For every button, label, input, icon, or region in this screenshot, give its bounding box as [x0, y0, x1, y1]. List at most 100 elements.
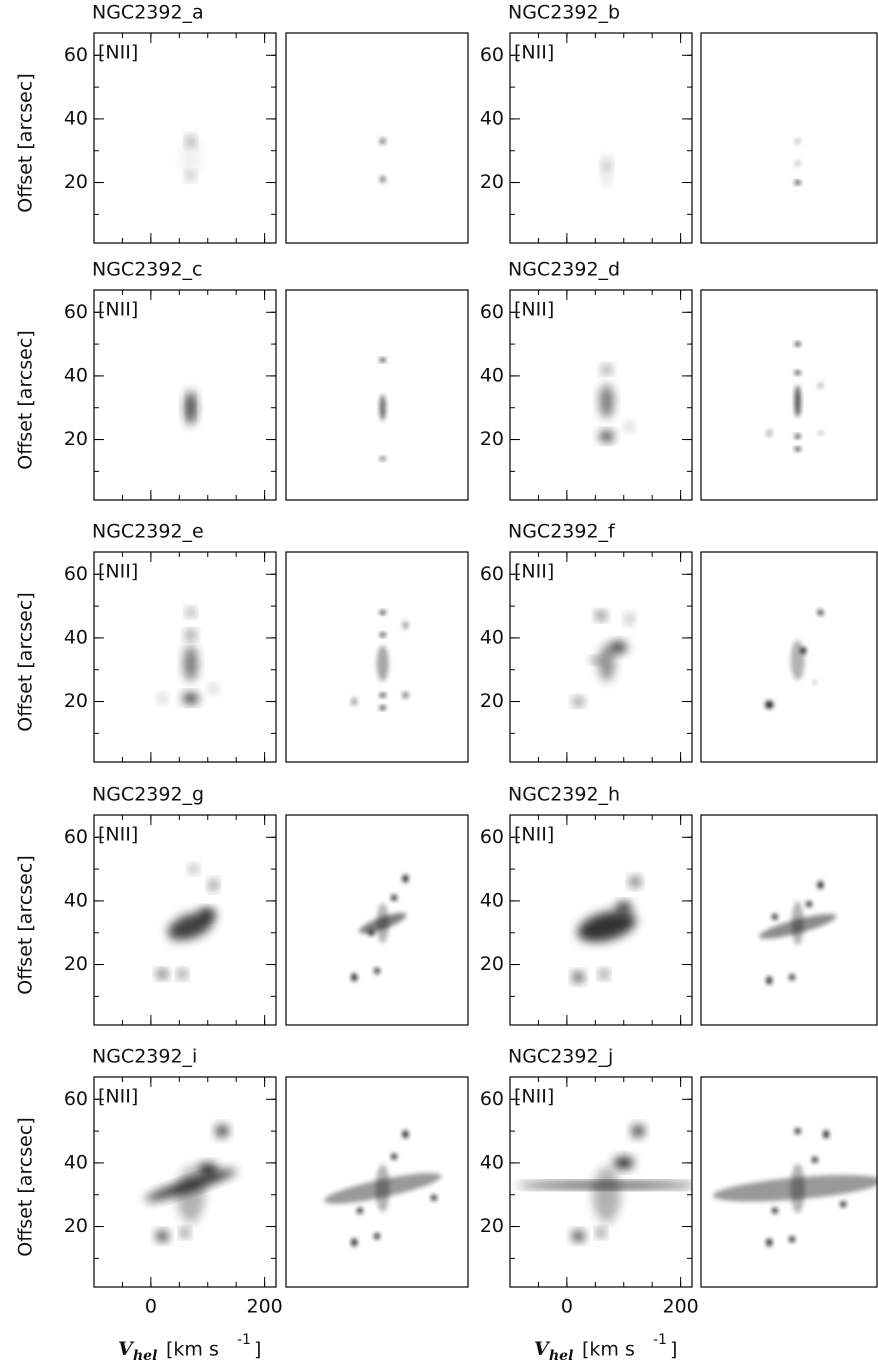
emission-blob [158, 694, 167, 703]
emission-blob [178, 970, 187, 979]
emission-blob [625, 613, 634, 624]
emission-blob [209, 684, 218, 693]
panel-frame [700, 814, 878, 1026]
y-tick-label: 60 [480, 1088, 504, 1110]
emission-blob [590, 657, 601, 664]
x-label-exponent: -1 [237, 1332, 251, 1348]
line-label: [NII] [514, 299, 554, 321]
emission-blob [323, 1173, 442, 1204]
emission-blob [812, 680, 817, 685]
model-emission [766, 342, 824, 452]
emission-blob [156, 1231, 169, 1242]
panel-title: NGC2392_g [92, 784, 204, 806]
observed-panel: [NII] 20 40 60 [480, 32, 693, 244]
emission-blob [577, 910, 636, 942]
model-panel [285, 32, 469, 244]
y-tick-label: 40 [64, 626, 88, 648]
emission-blob [759, 914, 837, 939]
y-tick-label: 20 [480, 953, 504, 975]
model-panel [700, 814, 878, 1026]
panel-title: NGC2392_h [508, 784, 620, 806]
emission-blob [182, 693, 199, 704]
emission-blob [625, 422, 634, 431]
model-panel [285, 289, 469, 501]
observed-panel: [NII] 20 40 60 [480, 814, 693, 1026]
emission-blob [379, 632, 386, 637]
y-tick-label: 20 [64, 953, 88, 975]
emission-blob [794, 180, 801, 185]
emission-blob [609, 641, 628, 654]
emission-blob [379, 176, 386, 183]
emission-blob [402, 1130, 409, 1139]
emission-blob [351, 697, 358, 706]
emission [599, 365, 634, 442]
x-label-unit: [km s [582, 1339, 635, 1361]
emission-blob [215, 1125, 228, 1138]
emission-blob [615, 902, 632, 913]
x-label-unit: [km s [166, 1339, 219, 1361]
y-tick-label: 40 [480, 107, 504, 129]
x-label-close: ] [670, 1339, 677, 1361]
emission-blob [599, 431, 614, 442]
model-emission [794, 138, 801, 185]
x-tick-label: 200 [662, 1296, 698, 1318]
emission-blob [476, 914, 482, 920]
emission-blob [185, 630, 196, 639]
y-axis-label: Offset [arcsec] [15, 330, 37, 469]
observed-panel: [NII] 20 40 60 [64, 551, 277, 763]
emission-blob [794, 160, 801, 167]
emission-blob [794, 370, 801, 375]
line-label: [NII] [98, 299, 138, 321]
emission-blob [613, 1156, 634, 1169]
x-tick-label: 0 [145, 1296, 157, 1318]
panel-title: NGC2392_d [508, 259, 620, 281]
model-panel [700, 1076, 878, 1288]
emission-blob [197, 1163, 218, 1176]
emission [573, 611, 634, 706]
emission-blob [374, 967, 380, 974]
model-emission [379, 358, 386, 461]
line-label: [NII] [98, 824, 138, 846]
emission-blob [186, 608, 195, 617]
emission-blob [379, 394, 386, 421]
x-label-exponent: -1 [653, 1332, 667, 1348]
panel-frame [700, 289, 878, 501]
emission-blob [602, 157, 611, 176]
emission-blob [800, 647, 807, 654]
emission-blob [765, 700, 774, 709]
y-tick-label: 20 [480, 1215, 504, 1237]
panel-frame [700, 32, 878, 244]
panel-frame [285, 551, 469, 763]
emission-blob [476, 1185, 482, 1191]
model-emission [323, 1130, 482, 1247]
model-emission [765, 609, 824, 709]
emission-blob [817, 431, 824, 436]
model-panel [700, 32, 878, 244]
x-label-symbol: V [534, 1338, 551, 1360]
emission-blob [391, 894, 398, 901]
y-tick-label: 20 [480, 171, 504, 193]
y-tick-label: 40 [64, 1151, 88, 1173]
model-panel [700, 551, 878, 763]
emission-blob [823, 1130, 830, 1139]
y-tick-label: 60 [64, 301, 88, 323]
y-tick-label: 40 [480, 364, 504, 386]
emission-blob [597, 1228, 605, 1237]
y-axis-label: Offset [arcsec] [15, 592, 37, 731]
emission-blob [596, 611, 606, 620]
y-tick-label: 60 [480, 301, 504, 323]
emission [144, 1125, 237, 1242]
model-emission [713, 1128, 877, 1247]
model-panel [285, 814, 482, 1026]
model-emission [351, 874, 482, 982]
emission-blob [789, 974, 795, 981]
y-axis-label: Offset [arcsec] [15, 855, 37, 994]
panel-title: NGC2392_f [508, 521, 616, 543]
emission-blob [806, 901, 813, 908]
emission-blob [181, 1228, 189, 1237]
emission-blob [794, 1128, 801, 1135]
emission-blob [189, 865, 198, 874]
panel-title: NGC2392_c [92, 259, 203, 281]
y-tick-label: 40 [480, 1151, 504, 1173]
x-axis-label-right: V hel [km s -1 ] [534, 1332, 677, 1364]
